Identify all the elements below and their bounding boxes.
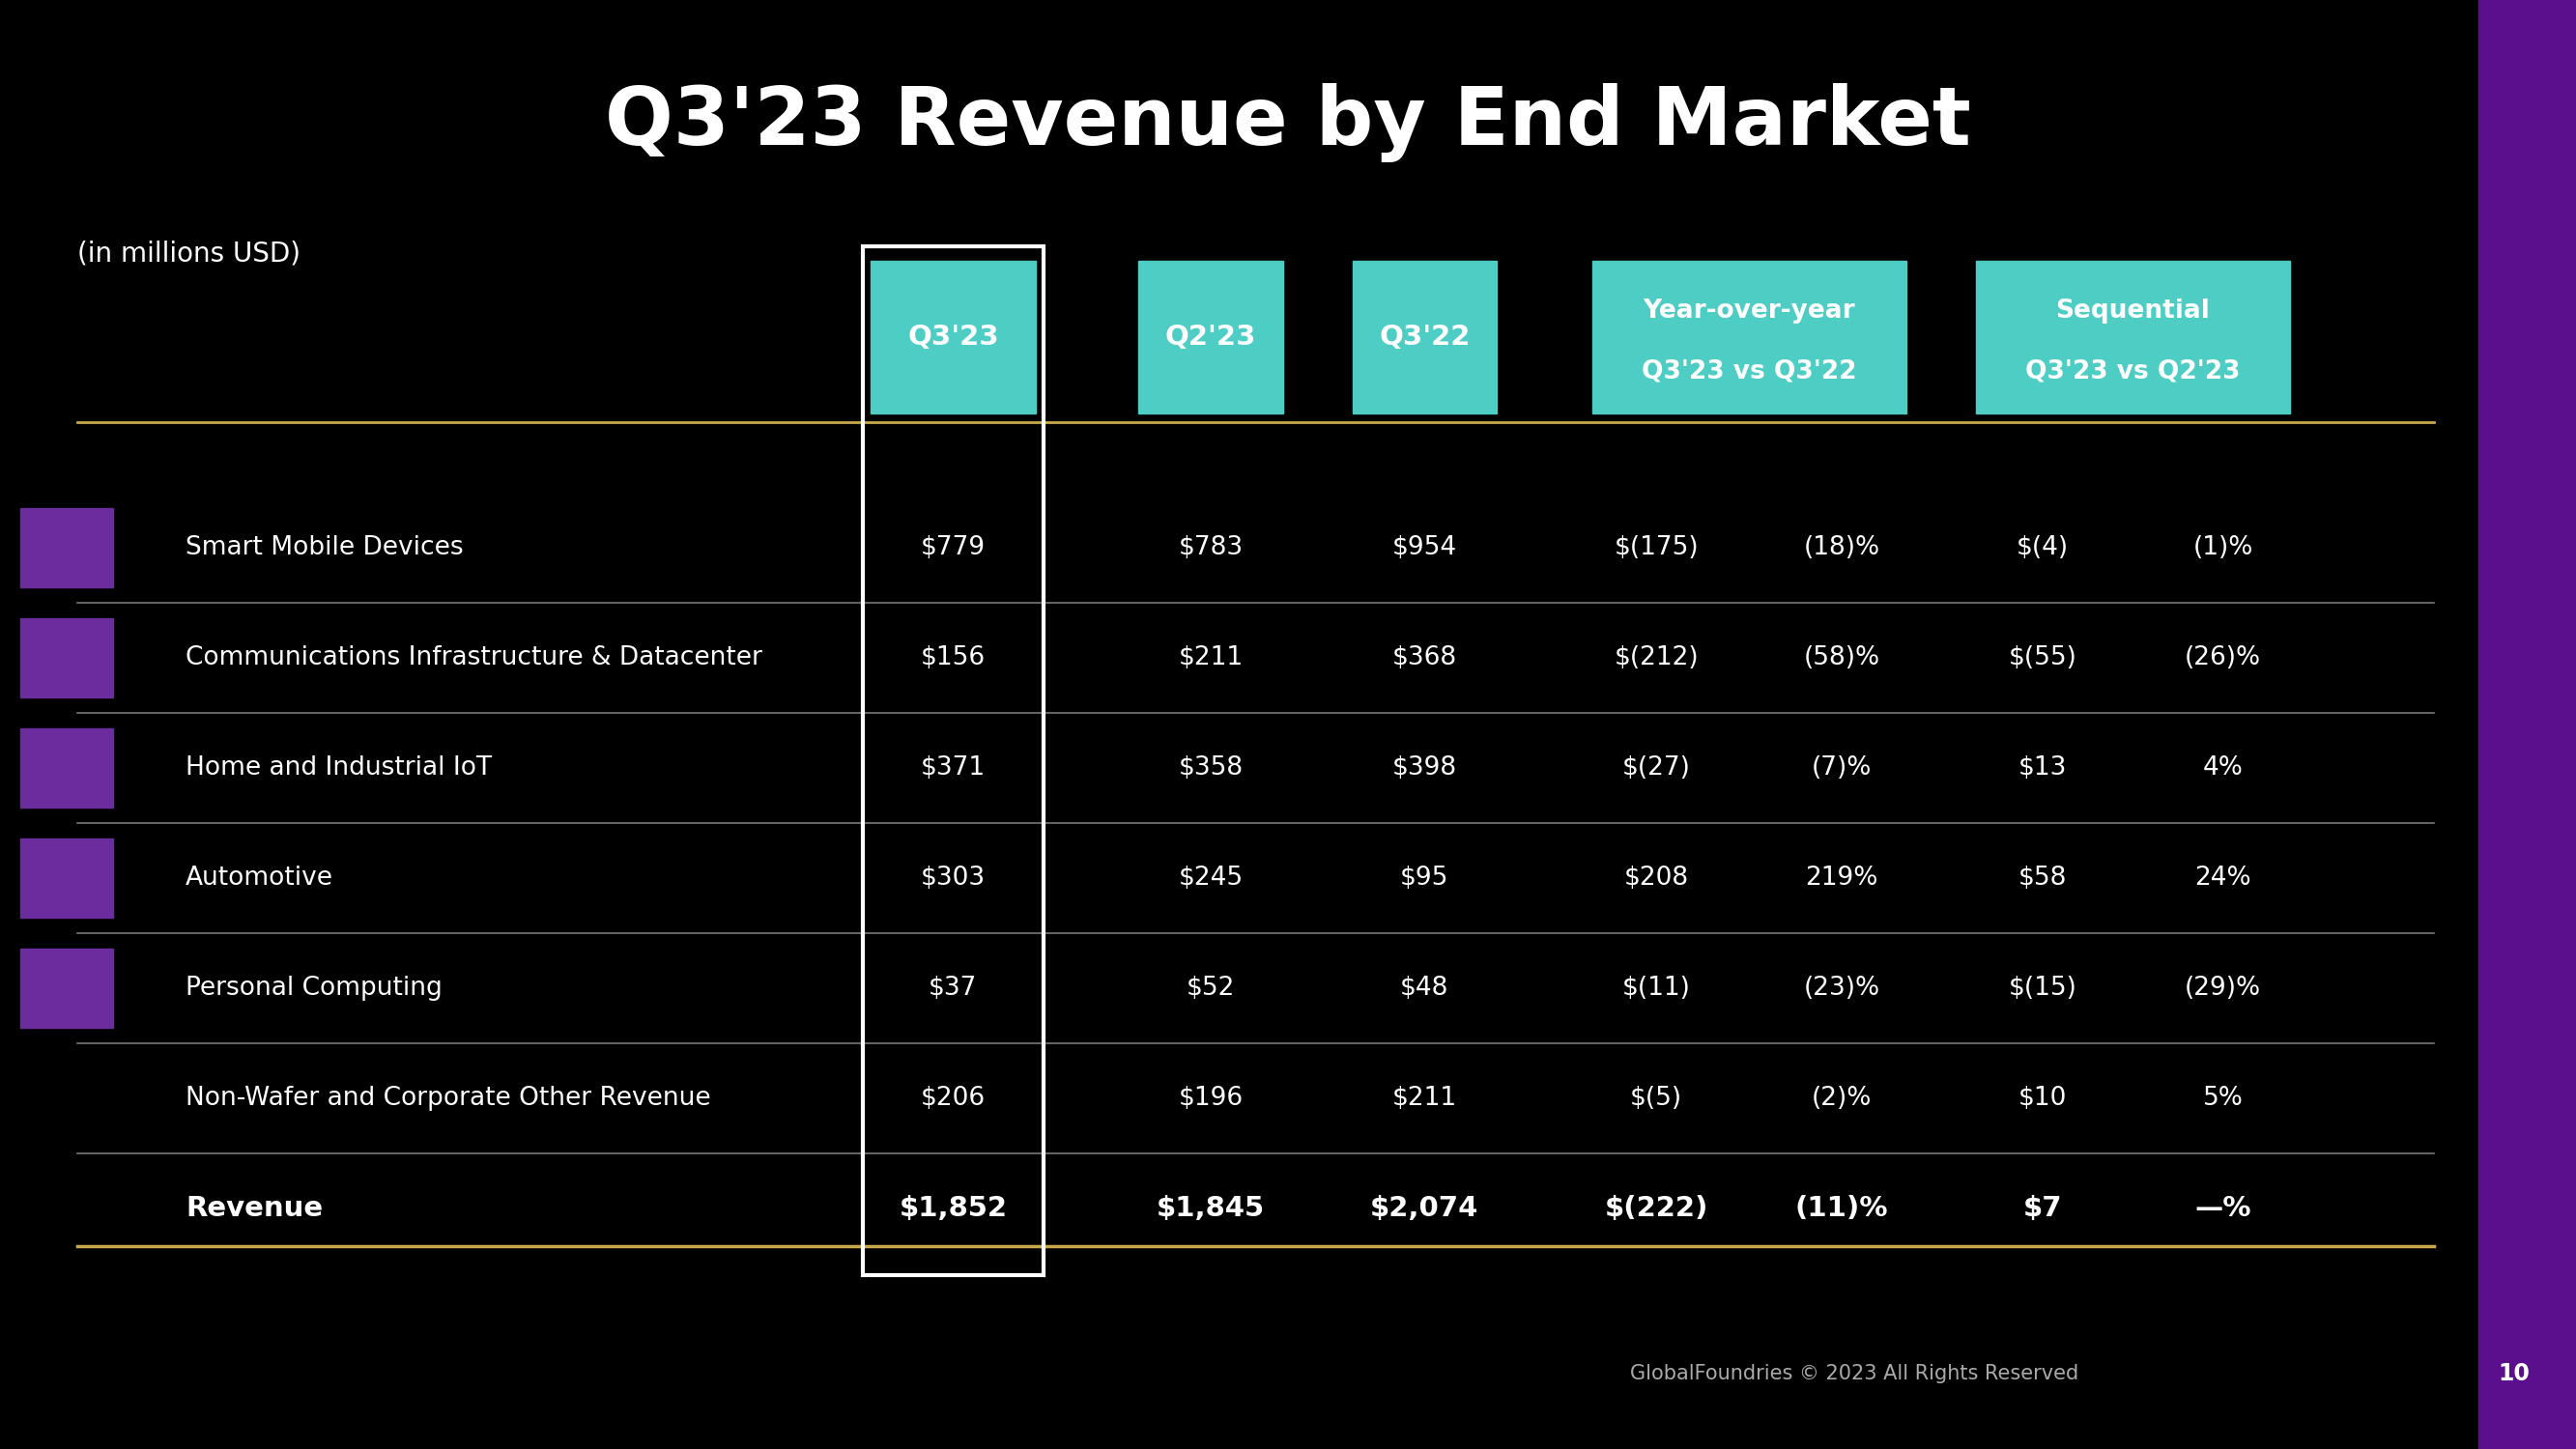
Text: (26)%: (26)%: [2184, 645, 2262, 671]
Text: Smart Mobile Devices: Smart Mobile Devices: [185, 535, 464, 561]
Text: GlobalFoundries © 2023 All Rights Reserved: GlobalFoundries © 2023 All Rights Reserv…: [1631, 1364, 2079, 1384]
Text: Q3'22: Q3'22: [1378, 323, 1471, 351]
Text: Year-over-year: Year-over-year: [1643, 298, 1855, 323]
Text: Sequential: Sequential: [2056, 298, 2210, 323]
Text: $(222): $(222): [1605, 1195, 1708, 1222]
Text: $208: $208: [1623, 865, 1690, 891]
Text: $52: $52: [1188, 975, 1234, 1001]
Text: $95: $95: [1401, 865, 1448, 891]
Text: $7: $7: [2022, 1195, 2063, 1222]
Text: $2,074: $2,074: [1370, 1195, 1479, 1222]
Bar: [1139, 261, 1283, 413]
Text: (23)%: (23)%: [1803, 975, 1880, 1001]
Text: Revenue: Revenue: [185, 1195, 322, 1222]
Text: Q2'23: Q2'23: [1164, 323, 1257, 351]
Text: $211: $211: [1391, 1085, 1458, 1111]
Text: $211: $211: [1177, 645, 1244, 671]
Text: (in millions USD): (in millions USD): [77, 241, 301, 267]
Text: $779: $779: [920, 535, 987, 561]
Bar: [863, 246, 1043, 1275]
Text: (29)%: (29)%: [2184, 975, 2262, 1001]
Text: (1)%: (1)%: [2192, 535, 2254, 561]
Text: $58: $58: [2020, 865, 2066, 891]
Text: Q3'23 Revenue by End Market: Q3'23 Revenue by End Market: [605, 84, 1971, 162]
Text: Non-Wafer and Corporate Other Revenue: Non-Wafer and Corporate Other Revenue: [185, 1085, 711, 1111]
Text: $954: $954: [1391, 535, 1458, 561]
Text: $(27): $(27): [1623, 755, 1690, 781]
Text: (18)%: (18)%: [1803, 535, 1880, 561]
Text: $196: $196: [1177, 1085, 1244, 1111]
Text: $48: $48: [1401, 975, 1448, 1001]
Text: $358: $358: [1177, 755, 1244, 781]
Text: (58)%: (58)%: [1803, 645, 1880, 671]
Bar: [1976, 261, 2290, 413]
Text: (2)%: (2)%: [1811, 1085, 1873, 1111]
Text: Automotive: Automotive: [185, 865, 332, 891]
Text: $1,845: $1,845: [1157, 1195, 1265, 1222]
Text: $156: $156: [920, 645, 987, 671]
Text: 219%: 219%: [1806, 865, 1878, 891]
Text: $303: $303: [920, 865, 987, 891]
Bar: [21, 507, 113, 588]
Bar: [21, 727, 113, 809]
Text: $206: $206: [920, 1085, 987, 1111]
Text: $(11): $(11): [1623, 975, 1690, 1001]
Text: $398: $398: [1391, 755, 1458, 781]
Bar: [21, 617, 113, 697]
Text: $(212): $(212): [1615, 645, 1698, 671]
Text: Communications Infrastructure & Datacenter: Communications Infrastructure & Datacent…: [185, 645, 762, 671]
Text: Q3'23: Q3'23: [907, 323, 999, 351]
Text: Home and Industrial IoT: Home and Industrial IoT: [185, 755, 492, 781]
Text: Personal Computing: Personal Computing: [185, 975, 443, 1001]
Text: $(4): $(4): [2017, 535, 2069, 561]
Bar: [21, 949, 113, 1029]
Text: $1,852: $1,852: [899, 1195, 1007, 1222]
Text: $10: $10: [2020, 1085, 2066, 1111]
Text: $(175): $(175): [1615, 535, 1698, 561]
Bar: [1352, 261, 1497, 413]
Bar: [2478, 0, 2576, 1449]
Bar: [1592, 261, 1906, 413]
Text: $245: $245: [1177, 865, 1244, 891]
Text: $(55): $(55): [2009, 645, 2076, 671]
Text: (11)%: (11)%: [1795, 1195, 1888, 1222]
Text: Q3'23 vs Q2'23: Q3'23 vs Q2'23: [2025, 359, 2241, 384]
Text: $37: $37: [930, 975, 976, 1001]
Text: $(15): $(15): [2009, 975, 2076, 1001]
Text: (7)%: (7)%: [1811, 755, 1873, 781]
Text: 10: 10: [2499, 1362, 2530, 1385]
Text: 24%: 24%: [2195, 865, 2251, 891]
Bar: [21, 838, 113, 919]
Text: Q3'23 vs Q3'22: Q3'23 vs Q3'22: [1641, 359, 1857, 384]
Text: $(5): $(5): [1631, 1085, 1682, 1111]
Text: $13: $13: [2020, 755, 2066, 781]
Text: 5%: 5%: [2202, 1085, 2244, 1111]
Text: —%: —%: [2195, 1195, 2251, 1222]
Text: $371: $371: [920, 755, 987, 781]
Text: $368: $368: [1391, 645, 1458, 671]
Bar: [871, 261, 1036, 413]
Text: $783: $783: [1177, 535, 1244, 561]
Text: 4%: 4%: [2202, 755, 2244, 781]
